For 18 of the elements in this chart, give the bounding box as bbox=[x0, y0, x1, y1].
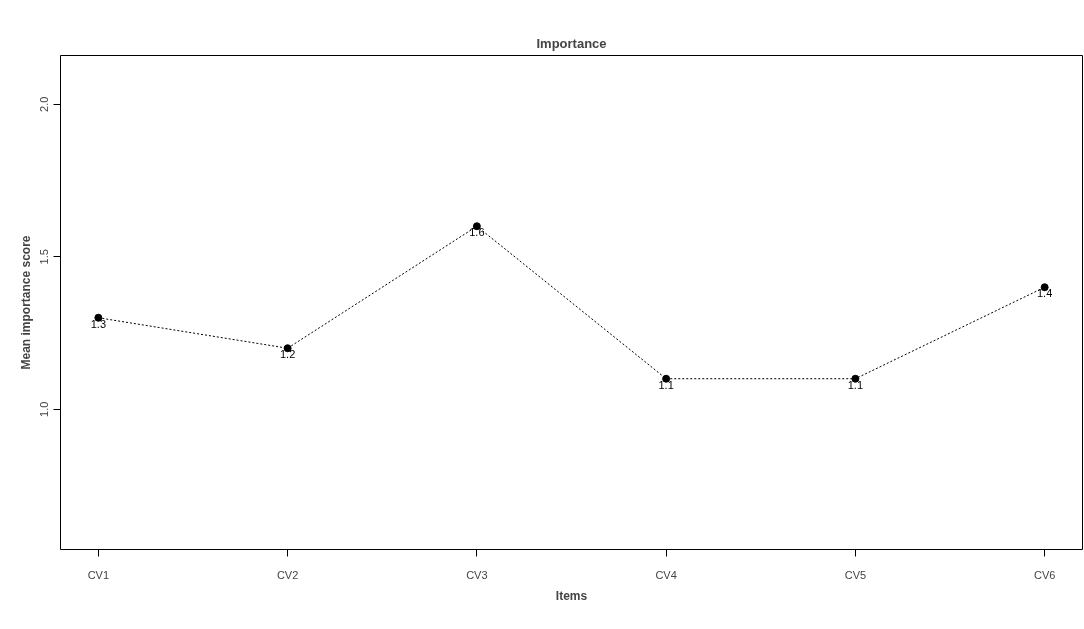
y-tick-label: 2.0 bbox=[38, 96, 51, 112]
chart-title: Importance bbox=[536, 35, 607, 51]
x-tick-label: CV5 bbox=[844, 568, 867, 581]
y-tick-label: 1.5 bbox=[38, 249, 51, 265]
x-tick-label: CV2 bbox=[276, 568, 299, 581]
x-tick-label: CV6 bbox=[1033, 568, 1056, 581]
y-tick-label: 1.0 bbox=[38, 401, 51, 417]
x-tick-label: CV3 bbox=[466, 568, 488, 581]
data-label: 1.1 bbox=[658, 378, 674, 391]
x-tick-label: CV4 bbox=[655, 568, 677, 581]
x-axis-title: Items bbox=[555, 588, 588, 603]
y-axis-title: Mean importance score bbox=[18, 235, 33, 370]
x-tick-label: CV1 bbox=[87, 568, 110, 581]
data-label: 1.4 bbox=[1037, 287, 1053, 300]
data-label: 1.1 bbox=[847, 378, 864, 391]
data-label: 1.3 bbox=[90, 317, 106, 330]
data-label: 1.2 bbox=[279, 348, 296, 361]
data-label: 1.6 bbox=[469, 226, 485, 239]
